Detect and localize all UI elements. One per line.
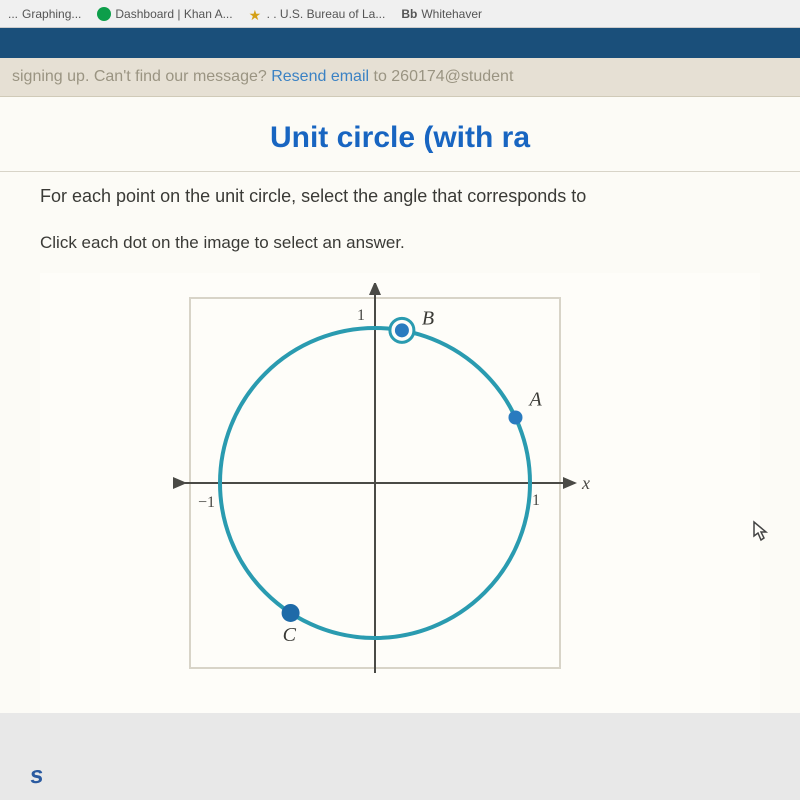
page-title: Unit circle (with ra <box>0 97 800 171</box>
bookmark-item[interactable]: ... Graphing... <box>8 7 81 21</box>
bookmark-label: Bb <box>401 7 417 21</box>
khan-icon <box>97 7 111 21</box>
svg-text:1: 1 <box>532 492 540 509</box>
bookmark-item[interactable]: ★ . . U.S. Bureau of La... <box>249 7 386 21</box>
bookmark-item[interactable]: Dashboard | Khan A... <box>97 7 232 21</box>
banner-suffix: to 260174@student <box>369 68 513 85</box>
bookmark-label: . . U.S. Bureau of La... <box>267 7 386 21</box>
bookmark-item[interactable]: Bb Whitehaver <box>401 7 482 21</box>
svg-text:x: x <box>581 473 590 493</box>
point-label-B: B <box>422 308 434 330</box>
content-area: For each point on the unit circle, selec… <box>0 171 800 713</box>
point-B[interactable] <box>395 324 409 338</box>
bookmark-bar: ... Graphing... Dashboard | Khan A... ★ … <box>0 0 800 28</box>
instruction-text: Click each dot on the image to select an… <box>40 233 760 253</box>
point-label-A: A <box>527 389 542 411</box>
point-A[interactable] <box>508 411 522 425</box>
bookmark-label: Graphing... <box>22 7 81 21</box>
nav-bar <box>0 28 800 58</box>
scribble-icon: s <box>29 761 45 790</box>
email-banner: signing up. Can't find our message? Rese… <box>0 58 800 97</box>
unit-circle-svg[interactable]: 1−11xyABC <box>165 283 635 703</box>
point-label-C: C <box>283 624 297 646</box>
cursor-icon <box>752 520 770 548</box>
bookmark-label: ... <box>8 7 18 21</box>
point-C[interactable] <box>282 604 300 622</box>
bookmark-label: Whitehaver <box>421 7 482 21</box>
question-text: For each point on the unit circle, selec… <box>40 184 760 209</box>
unit-circle-chart[interactable]: 1−11xyABC <box>40 273 760 713</box>
svg-text:1: 1 <box>357 307 365 324</box>
banner-prefix: signing up. Can't find our message? <box>12 68 271 85</box>
star-icon: ★ <box>249 7 263 21</box>
bookmark-label: Dashboard | Khan A... <box>115 7 232 21</box>
svg-text:−1: −1 <box>198 494 215 511</box>
resend-email-link[interactable]: Resend email <box>271 68 369 85</box>
